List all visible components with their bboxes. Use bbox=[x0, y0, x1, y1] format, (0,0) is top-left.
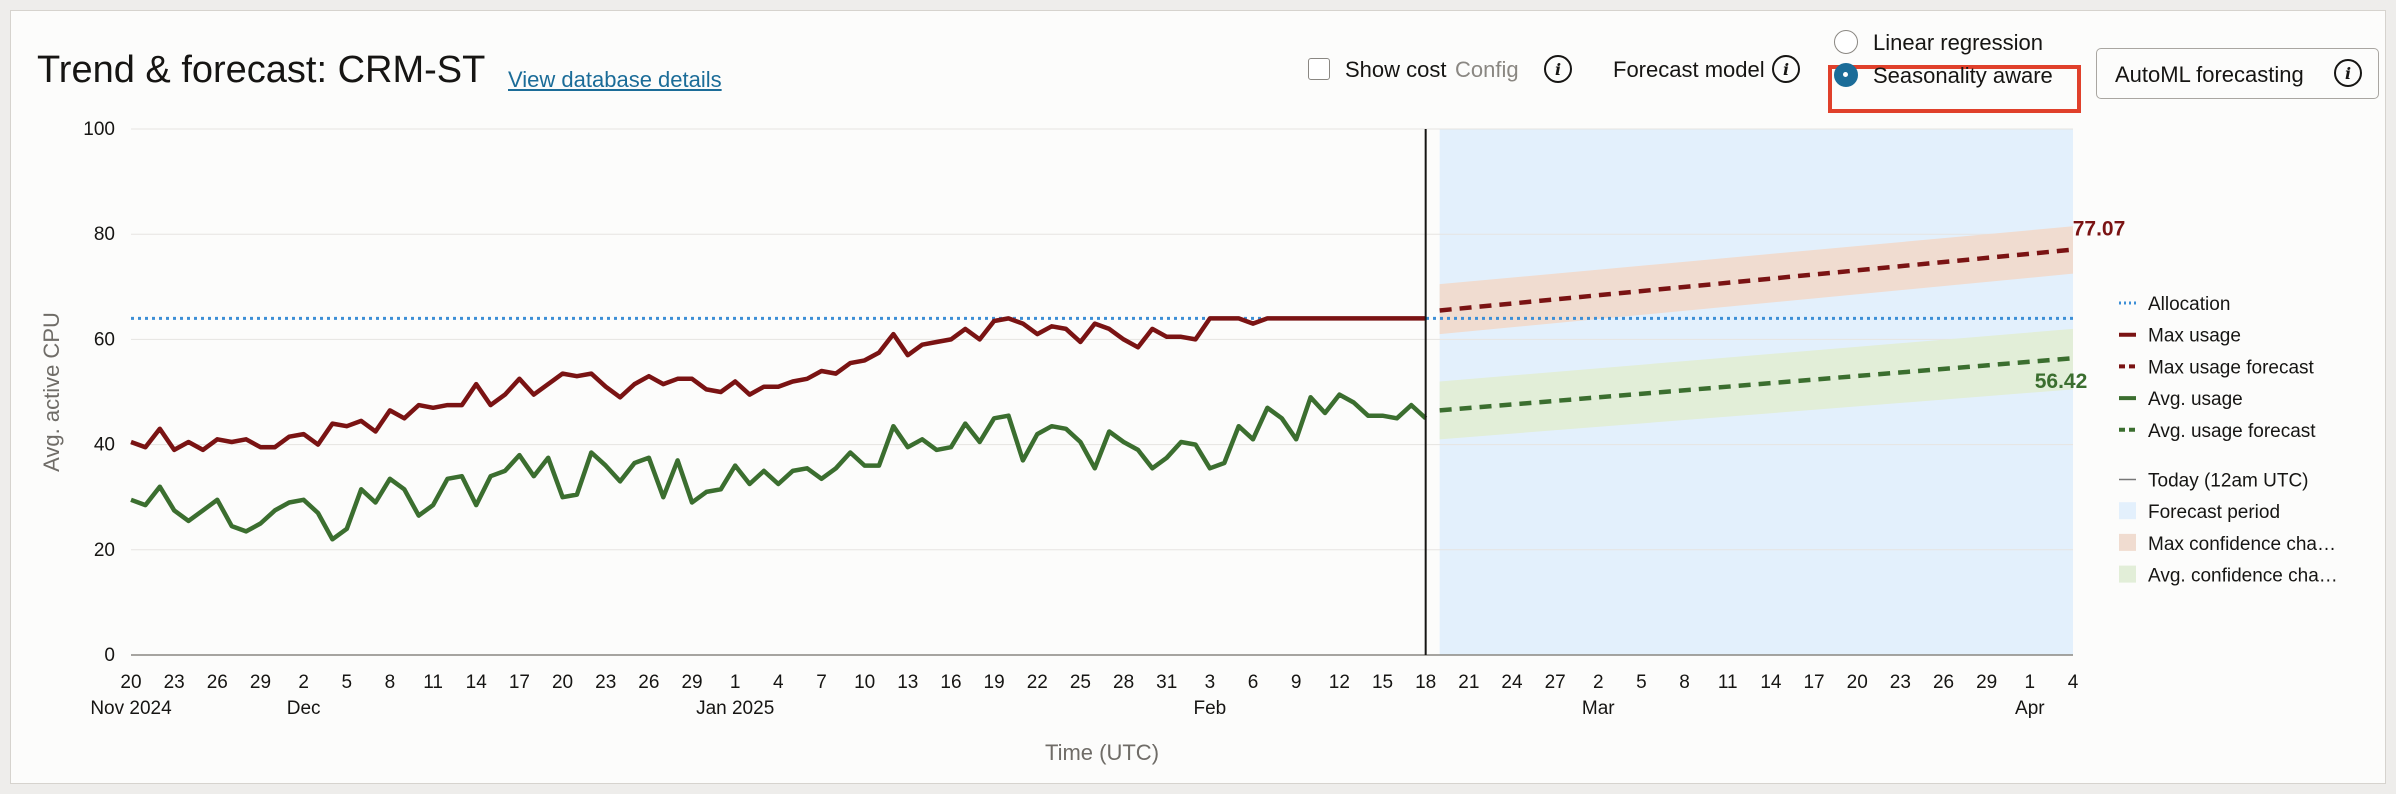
y-tick-label: 40 bbox=[94, 435, 115, 456]
x-tick-label: 16 bbox=[940, 672, 961, 693]
max-forecast-end-label: 77.07 bbox=[2073, 218, 2126, 241]
x-tick-label: 14 bbox=[466, 672, 488, 693]
x-tick-label: 12 bbox=[1329, 672, 1350, 693]
x-tick-label: 29 bbox=[250, 672, 271, 693]
x-month-label: Jan 2025 bbox=[696, 698, 774, 719]
x-tick-label: 27 bbox=[1545, 672, 1566, 693]
y-tick-label: 100 bbox=[83, 119, 115, 140]
x-tick-label: 18 bbox=[1415, 672, 1436, 693]
x-tick-label: 15 bbox=[1372, 672, 1393, 693]
legend-label: Avg. usage bbox=[2148, 389, 2243, 410]
y-tick-label: 60 bbox=[94, 329, 115, 350]
highlight-box bbox=[1828, 65, 2081, 113]
x-tick-label: 24 bbox=[1501, 672, 1523, 693]
config-info-icon[interactable]: i bbox=[1544, 55, 1572, 83]
view-database-details-link[interactable]: View database details bbox=[508, 67, 722, 92]
y-tick-label: 0 bbox=[104, 645, 115, 666]
legend-label: Avg. confidence cha… bbox=[2148, 566, 2338, 587]
avg-confidence-band bbox=[1439, 328, 2073, 440]
x-tick-label: 22 bbox=[1027, 672, 1048, 693]
automl-forecasting-label: AutoML forecasting bbox=[2115, 62, 2304, 87]
x-tick-label: 1 bbox=[730, 672, 741, 693]
chart-panel: Trend & forecast: CRM-ST View database d… bbox=[10, 10, 2386, 784]
x-month-label: Dec bbox=[287, 698, 321, 719]
legend-label: Today (12am UTC) bbox=[2148, 471, 2309, 492]
forecast-model-label: Forecast model bbox=[1613, 57, 1765, 82]
x-tick-label: 7 bbox=[816, 672, 827, 693]
x-tick-label: 8 bbox=[1679, 672, 1690, 693]
x-tick-label: 17 bbox=[509, 672, 530, 693]
legend-swatch bbox=[2119, 502, 2136, 520]
config-label: Config bbox=[1455, 57, 1519, 82]
legend-label: Allocation bbox=[2148, 294, 2230, 315]
x-month-label: Mar bbox=[1582, 698, 1615, 719]
x-tick-label: 17 bbox=[1803, 672, 1824, 693]
y-tick-label: 80 bbox=[94, 224, 115, 245]
linear-regression-radio[interactable] bbox=[1834, 30, 1858, 54]
x-tick-label: 29 bbox=[1976, 672, 1997, 693]
x-month-label: Nov 2024 bbox=[90, 698, 172, 719]
x-tick-label: 4 bbox=[2068, 672, 2079, 693]
seasonality-aware-radio[interactable] bbox=[1834, 63, 1858, 87]
x-tick-label: 10 bbox=[854, 672, 875, 693]
legend-label: Max usage forecast bbox=[2148, 357, 2315, 378]
x-tick-label: 4 bbox=[773, 672, 784, 693]
avg-forecast-end-label: 56.42 bbox=[2035, 370, 2088, 393]
x-tick-label: 11 bbox=[423, 672, 443, 693]
x-tick-label: 26 bbox=[1933, 672, 1954, 693]
y-axis-title: Avg. active CPU bbox=[39, 312, 64, 472]
x-tick-label: 5 bbox=[341, 672, 352, 693]
x-tick-label: 13 bbox=[897, 672, 918, 693]
forecast-model-info-icon[interactable]: i bbox=[1772, 55, 1800, 83]
show-cost-label: Show cost bbox=[1345, 57, 1447, 82]
legend-label: Max confidence cha… bbox=[2148, 534, 2336, 555]
x-tick-label: 2 bbox=[298, 672, 309, 693]
x-month-label: Apr bbox=[2015, 698, 2045, 719]
x-tick-label: 3 bbox=[1205, 672, 1216, 693]
x-tick-label: 23 bbox=[1890, 672, 1911, 693]
x-tick-label: 29 bbox=[681, 672, 702, 693]
seasonality-aware-label: Seasonality aware bbox=[1873, 63, 2053, 88]
x-month-label: Feb bbox=[1194, 698, 1227, 719]
legend-label: Max usage bbox=[2148, 326, 2241, 347]
linear-regression-label: Linear regression bbox=[1873, 30, 2043, 55]
x-tick-label: 6 bbox=[1248, 672, 1259, 693]
x-tick-label: 21 bbox=[1458, 672, 1479, 693]
forecast-period-area bbox=[1439, 129, 2073, 655]
max-usage-line bbox=[130, 316, 1426, 453]
x-tick-label: 8 bbox=[385, 672, 396, 693]
x-tick-label: 11 bbox=[1718, 672, 1738, 693]
x-tick-label: 25 bbox=[1070, 672, 1091, 693]
x-tick-label: 2 bbox=[1593, 672, 1604, 693]
x-tick-label: 26 bbox=[638, 672, 659, 693]
page-title: Trend & forecast: CRM-ST bbox=[37, 49, 486, 91]
x-tick-label: 20 bbox=[120, 672, 141, 693]
x-tick-label: 23 bbox=[595, 672, 616, 693]
x-tick-label: 1 bbox=[2025, 672, 2036, 693]
x-tick-label: 14 bbox=[1760, 672, 1782, 693]
x-tick-label: 20 bbox=[552, 672, 573, 693]
x-tick-label: 23 bbox=[164, 672, 185, 693]
x-tick-label: 31 bbox=[1156, 672, 1177, 693]
automl-info-icon[interactable]: i bbox=[2334, 59, 2362, 87]
x-tick-label: 5 bbox=[1636, 672, 1647, 693]
y-tick-label: 20 bbox=[94, 540, 115, 561]
x-tick-label: 28 bbox=[1113, 672, 1134, 693]
legend-label: Avg. usage forecast bbox=[2148, 421, 2316, 442]
max-usage-forecast-line bbox=[1439, 247, 2074, 313]
avg-usage-line bbox=[130, 392, 1428, 542]
legend-swatch bbox=[2119, 565, 2136, 583]
avg-usage-forecast-line bbox=[1439, 355, 2074, 413]
x-tick-label: 19 bbox=[984, 672, 1005, 693]
legend-label: Forecast period bbox=[2148, 502, 2280, 523]
x-axis-title: Time (UTC) bbox=[1045, 740, 1159, 765]
max-confidence-band bbox=[1439, 226, 2073, 335]
show-cost-checkbox[interactable] bbox=[1308, 58, 1330, 80]
automl-forecasting-button[interactable]: AutoML forecasting i bbox=[2096, 48, 2379, 99]
x-tick-label: 9 bbox=[1291, 672, 1302, 693]
x-tick-label: 26 bbox=[207, 672, 228, 693]
legend-swatch bbox=[2119, 533, 2136, 551]
x-tick-label: 20 bbox=[1847, 672, 1868, 693]
